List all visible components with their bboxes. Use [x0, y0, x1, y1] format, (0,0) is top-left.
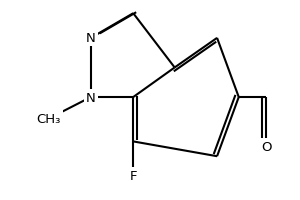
Text: CH₃: CH₃ — [36, 113, 61, 126]
Text: N: N — [86, 91, 96, 104]
Text: F: F — [130, 170, 137, 183]
Text: O: O — [261, 140, 272, 153]
Text: N: N — [86, 32, 96, 45]
